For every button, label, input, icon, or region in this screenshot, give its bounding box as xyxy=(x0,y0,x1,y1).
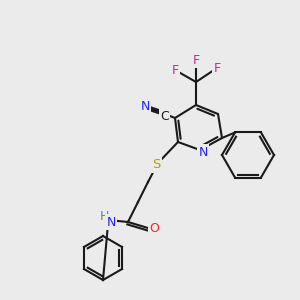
Text: C: C xyxy=(160,110,169,124)
Text: S: S xyxy=(152,158,160,172)
Text: O: O xyxy=(149,221,159,235)
Text: N: N xyxy=(198,146,208,158)
Text: N: N xyxy=(140,100,150,112)
Text: F: F xyxy=(171,64,178,76)
Text: F: F xyxy=(192,53,200,67)
Text: N: N xyxy=(106,215,116,229)
Text: H: H xyxy=(99,209,109,223)
Text: F: F xyxy=(213,62,220,76)
